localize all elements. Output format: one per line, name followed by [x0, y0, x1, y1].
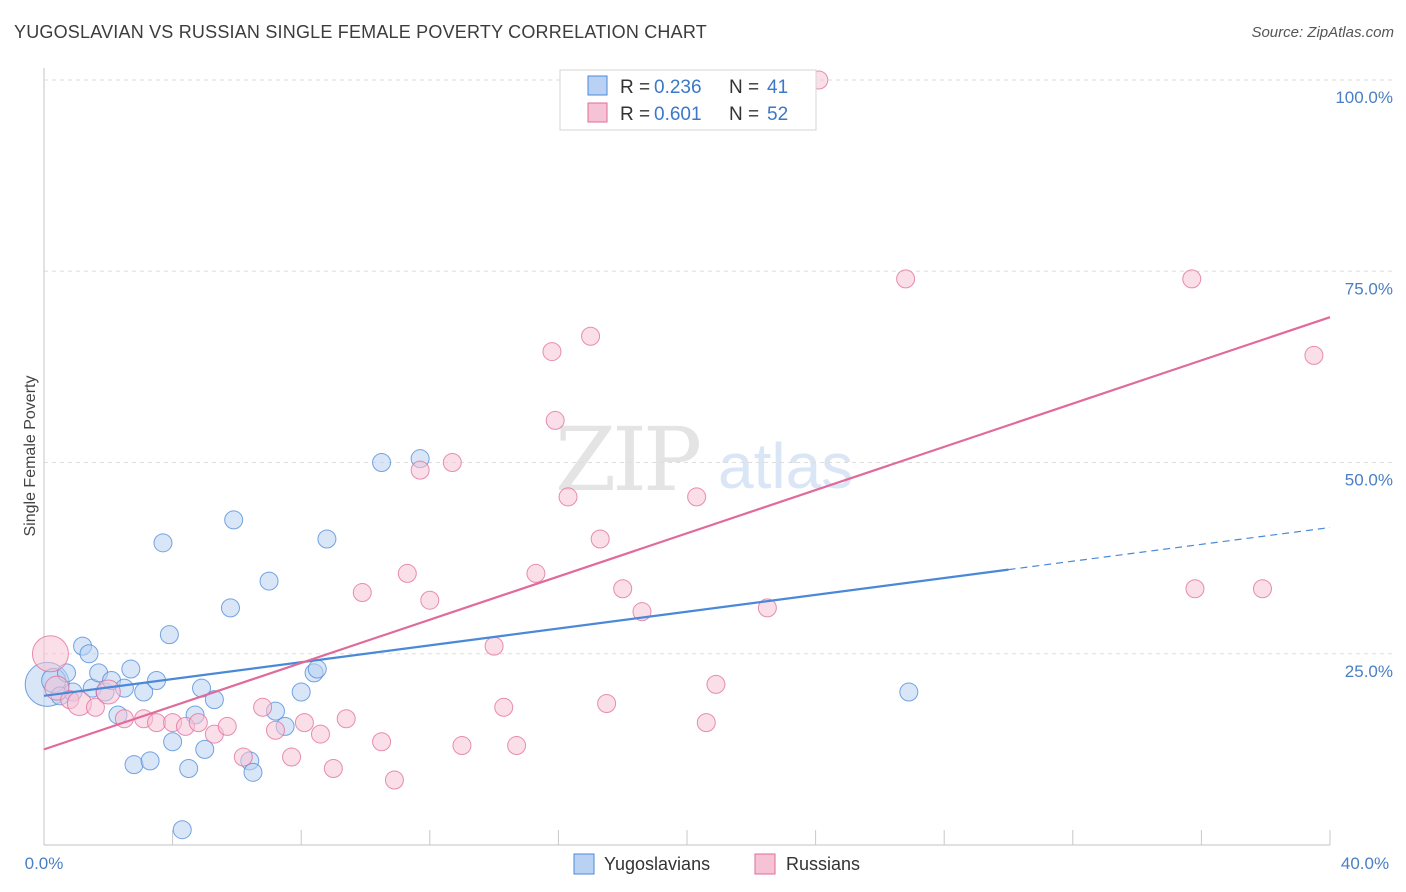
point-russians: [581, 326, 601, 346]
point-russians: [1182, 269, 1202, 289]
trend-line-russians: [43, 316, 1331, 751]
x-tick-label-max: 40.0%: [1341, 854, 1389, 873]
chart-title: YUGOSLAVIAN VS RUSSIAN SINGLE FEMALE POV…: [14, 22, 707, 42]
point-yugoslavians: [124, 755, 144, 775]
point-russians: [757, 598, 777, 618]
point-russians: [526, 563, 546, 583]
data-points: [24, 70, 1324, 840]
legend-n-label-russians: N =: [729, 104, 759, 125]
point-yugoslavians: [195, 739, 215, 759]
watermark: ZIP atlas: [555, 408, 853, 511]
point-russians: [265, 720, 285, 740]
point-russians: [85, 697, 105, 717]
point-russians: [452, 736, 472, 756]
point-russians: [507, 736, 527, 756]
watermark-atlas: atlas: [718, 430, 853, 502]
point-yugoslavians: [121, 659, 141, 679]
point-russians: [1252, 579, 1272, 599]
point-russians: [1304, 345, 1324, 365]
bottom-legend-swatch-russians: [754, 853, 776, 875]
point-russians: [188, 713, 208, 733]
point-yugoslavians: [79, 644, 99, 664]
point-russians: [613, 579, 633, 599]
point-yugoslavians: [899, 682, 919, 702]
point-yugoslavians: [317, 529, 337, 549]
legend-n-value-russians: 52: [767, 104, 788, 125]
point-yugoslavians: [179, 759, 199, 778]
point-russians: [310, 724, 330, 744]
legend-r-value-yugoslavians: 0.236: [654, 77, 702, 98]
trend-line-extension-yugoslavians: [1008, 526, 1331, 571]
point-russians: [896, 269, 916, 289]
point-yugoslavians: [224, 510, 244, 530]
point-yugoslavians: [159, 625, 179, 645]
legend-n-value-yugoslavians: 41: [767, 77, 788, 98]
gridlines: [44, 79, 1395, 655]
stats-legend: R = 0.236 N = 41 R = 0.601 N = 52: [559, 69, 817, 131]
point-yugoslavians: [204, 690, 224, 710]
y-tick-label-75: 75.0%: [1345, 279, 1393, 298]
x-tick-label-min: 0.0%: [25, 854, 64, 873]
y-tick-label-50: 50.0%: [1345, 471, 1393, 490]
point-russians: [410, 460, 430, 480]
point-russians: [590, 529, 610, 549]
point-russians: [545, 410, 565, 430]
point-russians: [233, 747, 253, 767]
point-russians: [31, 635, 69, 673]
point-yugoslavians: [291, 682, 311, 702]
y-tick-label-100: 100.0%: [1335, 88, 1393, 107]
y-tick-label-25: 25.0%: [1345, 662, 1393, 681]
point-russians: [384, 770, 404, 790]
point-russians: [95, 679, 121, 705]
bottom-legend-label-russians: Russians: [786, 854, 860, 874]
point-russians: [597, 693, 617, 713]
point-russians: [282, 747, 302, 767]
legend-r-label-yugoslavians: R =: [620, 77, 650, 98]
point-yugoslavians: [307, 659, 327, 679]
point-yugoslavians: [140, 751, 160, 771]
point-russians: [442, 453, 462, 472]
bottom-legend-label-yugoslavians: Yugoslavians: [604, 854, 710, 874]
point-russians: [323, 759, 343, 778]
y-tick-labels: 25.0% 50.0% 75.0% 100.0%: [1335, 88, 1393, 681]
point-yugoslavians: [372, 453, 392, 472]
series-legend: Yugoslavians Russians: [573, 853, 860, 875]
point-yugoslavians: [220, 598, 240, 618]
point-yugoslavians: [153, 533, 173, 553]
source-label: Source: ZipAtlas.com: [1251, 24, 1394, 41]
point-russians: [147, 713, 167, 733]
point-russians: [542, 342, 562, 362]
point-yugoslavians: [243, 762, 263, 782]
point-yugoslavians: [163, 732, 183, 752]
legend-r-label-russians: R =: [620, 104, 650, 125]
y-axis-label: Single Female Poverty: [22, 376, 39, 537]
point-russians: [397, 563, 417, 583]
watermark-zip: ZIP: [555, 408, 700, 511]
point-russians: [696, 713, 716, 733]
point-russians: [494, 697, 514, 717]
point-russians: [687, 487, 707, 507]
point-russians: [253, 697, 273, 717]
point-russians: [372, 732, 392, 752]
point-russians: [294, 713, 314, 733]
point-russians: [217, 716, 237, 736]
point-yugoslavians: [259, 571, 279, 591]
legend-r-value-russians: 0.601: [654, 104, 702, 125]
point-russians: [1185, 579, 1205, 599]
point-russians: [706, 674, 726, 694]
point-russians: [336, 709, 356, 729]
legend-swatch-yugoslavians: [587, 75, 608, 96]
legend-swatch-russians: [587, 102, 608, 123]
point-russians: [420, 590, 440, 610]
trend-line-yugoslavians: [43, 568, 1009, 697]
point-yugoslavians: [172, 820, 192, 840]
legend-n-label-yugoslavians: N =: [729, 77, 759, 98]
bottom-legend-swatch-yugoslavians: [573, 853, 595, 875]
point-russians: [352, 583, 372, 603]
point-russians: [484, 636, 504, 656]
point-russians: [558, 487, 578, 507]
x-axis-ticks: [172, 830, 1331, 845]
trend-lines: [43, 316, 1331, 751]
